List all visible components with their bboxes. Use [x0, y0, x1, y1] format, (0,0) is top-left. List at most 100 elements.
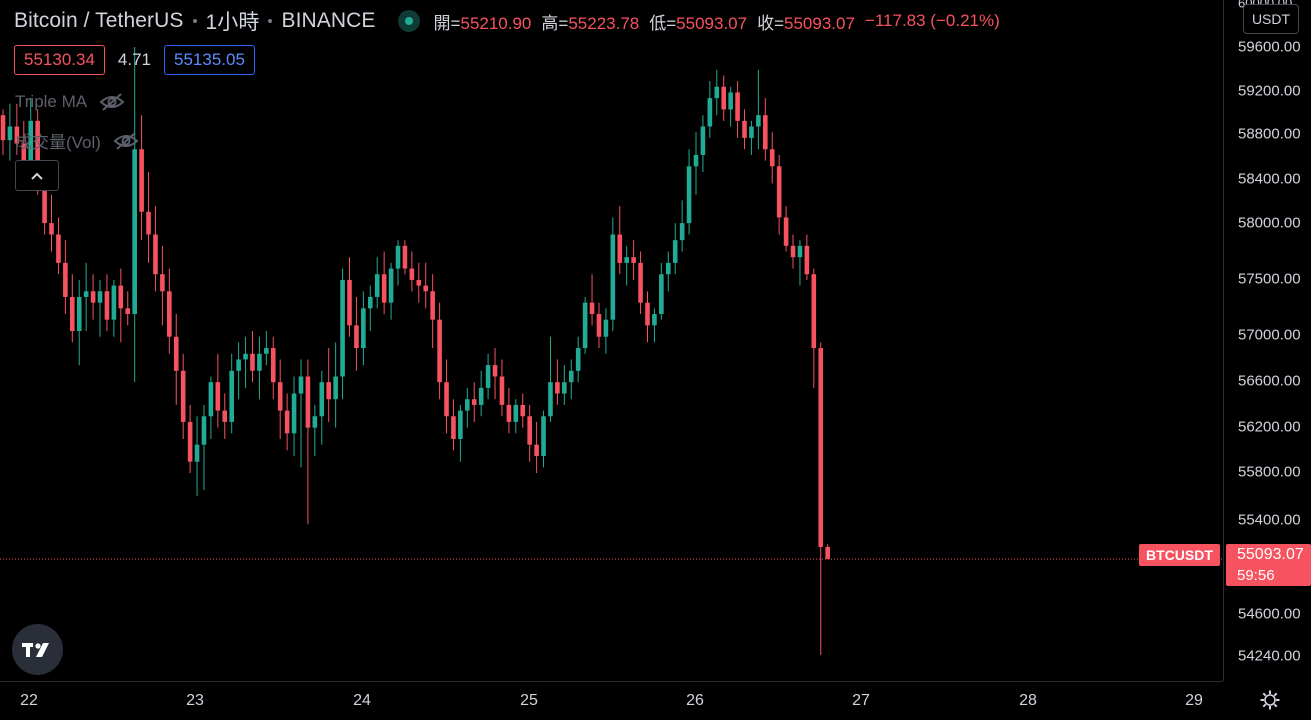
candle-body	[56, 234, 61, 263]
candle-body	[659, 274, 664, 315]
candle-body	[693, 154, 699, 167]
candle	[665, 251, 671, 292]
candle	[49, 194, 54, 252]
candle	[402, 240, 408, 275]
candle	[763, 98, 768, 161]
candle-body	[610, 234, 616, 320]
ohlc-open: 開=55210.90	[433, 13, 532, 33]
candle-body	[568, 370, 574, 383]
candle	[347, 257, 352, 337]
candle-body	[194, 444, 200, 462]
candle-body	[818, 348, 824, 547]
candle-body	[104, 291, 110, 320]
price-axis-label: 56200.00	[1238, 418, 1301, 436]
candle-body	[388, 268, 394, 303]
candle	[624, 245, 629, 286]
tradingview-logo-icon[interactable]	[12, 624, 63, 675]
candle	[478, 370, 484, 417]
candle	[340, 268, 345, 400]
candle	[714, 69, 720, 116]
candle	[361, 291, 366, 366]
candle	[326, 348, 332, 422]
candle	[485, 353, 491, 400]
date-axis-label: 29	[1185, 692, 1203, 709]
price-axis-label: 54240.00	[1238, 647, 1301, 665]
eye-off-icon[interactable]	[99, 92, 125, 112]
candle-body	[298, 376, 304, 394]
candlestick-chart[interactable]	[0, 0, 1223, 681]
eye-off-icon[interactable]	[113, 131, 139, 151]
candle-body	[236, 359, 241, 371]
settings-gear-icon[interactable]	[1259, 689, 1281, 711]
candle	[305, 359, 311, 525]
candle-body	[728, 92, 733, 110]
market-open-status-icon[interactable]	[397, 10, 420, 32]
time-axis[interactable]	[0, 681, 1223, 720]
candle	[451, 399, 456, 451]
candle	[769, 132, 775, 184]
candle	[568, 359, 574, 400]
candle	[215, 353, 221, 428]
candle-body	[797, 245, 803, 258]
candle	[721, 75, 727, 121]
candle-body	[146, 211, 151, 235]
candle-body	[423, 285, 429, 292]
price-axis-label: 59600.00	[1238, 38, 1301, 56]
currency-button[interactable]: USDT	[1243, 4, 1299, 34]
candle-body	[222, 410, 228, 422]
candle-body	[270, 348, 276, 383]
price-axis-label: 54600.00	[1238, 605, 1301, 623]
indicator-volume[interactable]: 成交量(Vol)	[15, 128, 139, 153]
current-price: 55093.07	[1237, 546, 1304, 563]
buy-price-button[interactable]: 55135.05	[164, 45, 255, 75]
candle	[652, 308, 657, 343]
candle	[707, 81, 713, 138]
candle-body	[520, 404, 526, 417]
candle-body	[790, 245, 796, 258]
candle-body	[437, 319, 442, 383]
candle	[63, 240, 68, 315]
candle-body	[499, 376, 505, 405]
candle-body	[173, 336, 179, 371]
candle	[250, 331, 255, 383]
candle-body	[374, 274, 380, 297]
candle-body	[714, 86, 720, 99]
collapse-indicators-button[interactable]	[15, 160, 59, 191]
candle	[444, 359, 449, 434]
candle-body	[361, 308, 366, 349]
candle	[756, 69, 761, 150]
candle	[277, 359, 283, 439]
price-axis-label: 57000.00	[1238, 326, 1301, 344]
candle-body	[347, 279, 352, 326]
candle	[527, 404, 532, 462]
candle-body	[264, 348, 269, 354]
candle	[14, 103, 20, 155]
candle	[208, 376, 214, 439]
indicator-label: Triple MA	[15, 92, 88, 111]
candle-body	[284, 410, 290, 434]
candle-body	[63, 262, 68, 297]
date-axis-label: 27	[852, 692, 870, 709]
interval-label[interactable]: 1小時	[205, 11, 260, 34]
candle	[804, 234, 810, 280]
candle-body	[589, 302, 595, 315]
candle-body	[409, 268, 415, 280]
candle-body	[28, 120, 34, 167]
candle	[506, 387, 512, 434]
candle-body	[506, 404, 512, 422]
candle	[811, 268, 817, 388]
candle	[499, 359, 505, 417]
candle	[291, 376, 297, 457]
candle-body	[804, 245, 810, 275]
candle-body	[395, 245, 401, 269]
indicator-triple-ma[interactable]: Triple MA	[15, 92, 125, 112]
price-axis[interactable]	[1223, 0, 1311, 681]
candle	[381, 251, 387, 315]
candle-body	[305, 376, 311, 428]
candle-body	[548, 382, 553, 417]
candle-body	[70, 296, 75, 332]
sell-price-button[interactable]: 55130.34	[14, 45, 105, 75]
candle-body	[756, 115, 761, 127]
date-axis-label: 25	[520, 692, 538, 709]
symbol-pair[interactable]: Bitcoin / TetherUS	[14, 9, 184, 32]
